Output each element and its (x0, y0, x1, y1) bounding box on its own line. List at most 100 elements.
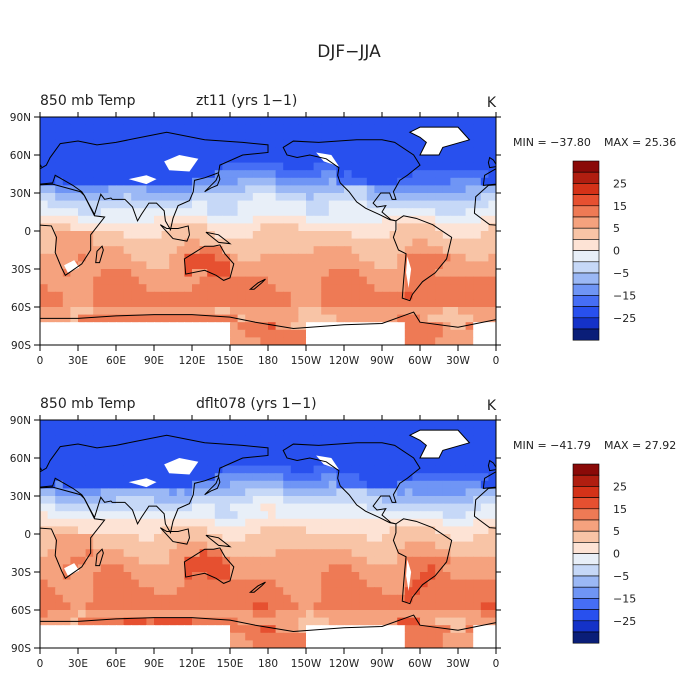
heatmap-cell (298, 526, 307, 535)
heatmap-cell (283, 170, 292, 179)
heatmap-cell (100, 473, 109, 482)
heatmap-cell (275, 185, 284, 194)
heatmap-cell (389, 480, 398, 489)
heatmap-cell (100, 177, 109, 186)
heatmap-cell (62, 147, 71, 156)
heatmap-cell (488, 518, 496, 527)
heatmap-cell (230, 435, 239, 444)
heatmap-cell (260, 442, 269, 451)
heatmap-cell (435, 269, 444, 278)
heatmap-cell (237, 291, 246, 300)
heatmap-cell (473, 632, 482, 641)
heatmap-cell (480, 518, 489, 527)
heatmap-cell (458, 488, 467, 497)
heatmap-cell (100, 496, 109, 505)
heatmap-cell (420, 162, 429, 171)
heatmap-cell (328, 435, 337, 444)
heatmap-cell (260, 632, 269, 641)
heatmap-cell (389, 337, 398, 345)
heatmap-cell (123, 223, 132, 232)
heatmap-cell (290, 155, 299, 164)
heatmap-cell (78, 223, 87, 232)
heatmap-cell (85, 511, 94, 520)
heatmap-cell (199, 458, 208, 467)
heatmap-cell (450, 238, 459, 247)
heatmap-cell (404, 458, 413, 467)
heatmap-cell (108, 291, 117, 300)
heatmap-cell (480, 215, 489, 224)
heatmap-cell (313, 193, 322, 202)
heatmap-cell (100, 215, 109, 224)
heatmap-cell (230, 640, 239, 648)
heatmap-cell (351, 458, 360, 467)
heatmap-cell (313, 337, 322, 345)
heatmap-cell (442, 208, 451, 217)
heatmap-cell (404, 231, 413, 240)
heatmap-cell (404, 185, 413, 194)
heatmap-cell (336, 299, 345, 308)
heatmap-cell (412, 329, 421, 338)
heatmap-cell (214, 246, 223, 255)
heatmap-cell (100, 299, 109, 308)
heatmap-cell (100, 488, 109, 497)
heatmap-cell (40, 124, 49, 133)
heatmap-cell (116, 124, 125, 133)
heatmap-cell (199, 610, 208, 619)
heatmap-cell (260, 480, 269, 489)
heatmap-cell (214, 329, 223, 338)
heatmap-cell (465, 496, 474, 505)
heatmap-cell (40, 587, 49, 596)
heatmap-cell (131, 549, 140, 558)
heatmap-cell (108, 427, 117, 436)
heatmap-cell (344, 337, 353, 345)
heatmap-cell (427, 299, 436, 308)
heatmap-cell (306, 556, 315, 565)
heatmap-cell (78, 193, 87, 202)
heatmap-cell (146, 625, 155, 634)
heatmap-cell (146, 170, 155, 179)
heatmap-cell (397, 594, 406, 603)
heatmap-cell (412, 253, 421, 262)
heatmap-cell (245, 450, 254, 459)
heatmap-cell (473, 534, 482, 543)
heatmap-cell (176, 231, 185, 240)
heatmap-cell (313, 307, 322, 316)
heatmap-cell (40, 276, 49, 285)
heatmap-cell (222, 200, 231, 209)
heatmap-cell (374, 185, 383, 194)
heatmap-cell (374, 488, 383, 497)
heatmap-cell (283, 427, 292, 436)
heatmap-cell (465, 238, 474, 247)
heatmap-cell (389, 617, 398, 626)
heatmap-cell (192, 420, 201, 429)
heatmap-cell (306, 602, 315, 611)
heatmap-cell (230, 170, 239, 179)
heatmap-cell (93, 564, 102, 573)
heatmap-cell (336, 132, 345, 141)
heatmap-cell (138, 450, 147, 459)
heatmap-cell (192, 442, 201, 451)
heatmap-cell (230, 269, 239, 278)
heatmap-cell (283, 572, 292, 581)
heatmap-cell (306, 177, 315, 186)
heatmap-cell (237, 322, 246, 331)
heatmap-cell (78, 473, 87, 482)
heatmap-cell (138, 200, 147, 209)
heatmap-cell (458, 442, 467, 451)
heatmap-cell (116, 208, 125, 217)
heatmap-cell (207, 139, 216, 148)
heatmap-cell (404, 511, 413, 520)
heatmap-cell (268, 238, 277, 247)
heatmap-cell (131, 632, 140, 641)
heatmap-cell (488, 193, 496, 202)
heatmap-cell (252, 579, 261, 588)
heatmap-cell (328, 139, 337, 148)
heatmap-cell (260, 602, 269, 611)
heatmap-cell (93, 162, 102, 171)
heatmap-cell (366, 564, 375, 573)
heatmap-cell (427, 503, 436, 512)
heatmap-cell (283, 322, 292, 331)
heatmap-cell (138, 170, 147, 179)
heatmap-cell (397, 177, 406, 186)
heatmap-cell (146, 435, 155, 444)
